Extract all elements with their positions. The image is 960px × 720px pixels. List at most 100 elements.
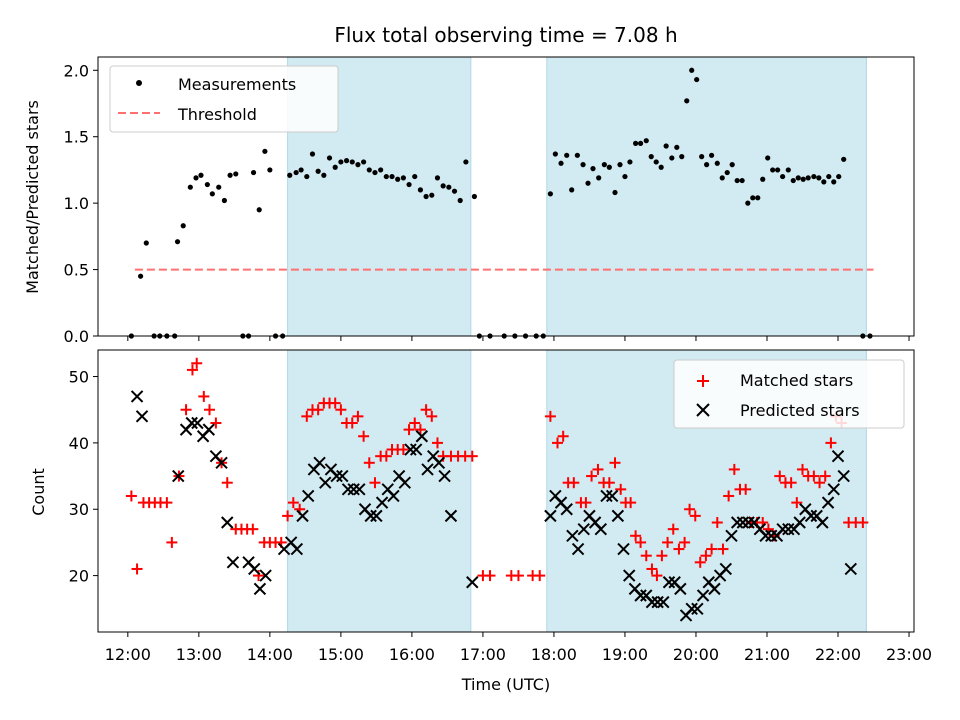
predicted-star-point: [444, 509, 458, 523]
y-tick-label: 2.0: [64, 61, 89, 80]
predicted-star-point: [605, 489, 619, 503]
x-tick-label: 23:00: [886, 645, 932, 664]
measurement-point: [719, 175, 725, 181]
measurement-point: [395, 176, 401, 182]
measurement-point: [745, 200, 751, 206]
measurement-point: [663, 143, 669, 149]
bottom-legend: Matched stars Predicted stars: [673, 359, 905, 429]
measurement-point: [304, 173, 310, 180]
measurement-point: [326, 155, 333, 161]
measurement-point: [724, 169, 730, 176]
matched-star-point: [615, 483, 627, 495]
top-y-axis-label: Matched/Predicted stars: [23, 100, 42, 294]
matched-star-point: [466, 450, 478, 462]
predicted-star-point: [409, 443, 423, 456]
matched-star-point: [592, 463, 604, 475]
matched-star-point: [609, 457, 621, 469]
predicted-star-point: [837, 469, 850, 483]
measurement-point: [471, 193, 477, 200]
predicted-star-point: [185, 416, 198, 430]
measurement-point: [775, 167, 781, 173]
x-tick-label: 18:00: [531, 645, 577, 664]
matched-star-point: [689, 510, 701, 522]
measurement-point: [361, 159, 367, 165]
measurement-point: [785, 167, 791, 173]
measurement-point: [612, 189, 618, 196]
measurement-point: [349, 159, 355, 165]
measurement-point: [332, 164, 338, 170]
chart-title: Flux total observing time = 7.08 h: [334, 23, 677, 47]
predicted-star-point: [191, 416, 204, 430]
measurement-point: [795, 175, 801, 181]
predicted-star-point: [466, 576, 479, 589]
measurement-point: [637, 140, 644, 146]
measurement-point: [287, 172, 293, 178]
measurement-point: [622, 173, 628, 180]
matched-star-point: [551, 437, 563, 449]
predicted-star-point: [623, 569, 636, 582]
matched-star-point: [819, 470, 831, 482]
predicted-star-point: [793, 516, 806, 529]
predicted-star-point: [674, 582, 687, 596]
predicted-star-point: [742, 516, 755, 529]
measurement-point: [739, 177, 745, 184]
matched-star-point: [635, 536, 647, 548]
measurement-point: [770, 167, 776, 173]
top-legend-box: [109, 65, 339, 133]
bottom-y-axis-label: Count: [29, 468, 48, 516]
predicted-star-point: [544, 509, 557, 523]
measurement-point: [790, 177, 796, 184]
predicted-star-point: [135, 410, 149, 423]
measurement-point: [250, 169, 257, 176]
measurement-point: [708, 152, 715, 158]
matched-star-point: [131, 563, 143, 575]
x-tick-label: 14:00: [247, 645, 293, 664]
matched-star-point: [198, 390, 210, 402]
predicted-star-point: [782, 522, 795, 536]
measurement-point: [643, 138, 649, 144]
measurement-point: [585, 180, 591, 186]
measurement-point: [267, 167, 273, 173]
predicted-star-point: [571, 542, 585, 556]
matched-star-point: [679, 536, 691, 548]
measurement-point: [262, 148, 268, 154]
matched-star-point: [630, 530, 642, 542]
predicted-star-point: [438, 469, 451, 483]
measurement-point: [699, 154, 705, 160]
predicted-star-point: [341, 483, 355, 496]
measurement-point: [383, 173, 389, 180]
measurement-point: [417, 187, 424, 193]
predicted-star-point: [759, 529, 772, 542]
predicted-star-point: [645, 595, 659, 609]
y-tick-label: 0.5: [64, 261, 89, 280]
matched-star-point: [640, 550, 652, 562]
measurement-point: [826, 173, 832, 180]
predicted-star-point: [708, 582, 721, 596]
top-panel: Flux total observing time = 7.08 h 0.00.…: [23, 23, 915, 346]
matched-star-point: [646, 563, 658, 575]
measurement-point: [674, 144, 680, 150]
matched-star-point: [312, 404, 324, 416]
matched-star-point: [586, 470, 598, 482]
x-tick-label: 19:00: [602, 645, 648, 664]
measurement-point: [574, 152, 580, 158]
predicted-star-point: [398, 476, 412, 489]
predicted-star-point: [215, 456, 228, 470]
measurement-point: [627, 159, 633, 165]
predicted-star-point: [259, 569, 272, 582]
y-tick-label: 20: [69, 567, 89, 586]
measurement-point: [227, 172, 233, 178]
matched-star-point: [568, 477, 580, 489]
matched-star-point: [603, 477, 615, 489]
measurement-point: [580, 162, 586, 168]
matched-star-point: [808, 470, 820, 482]
x-tick-label: 17:00: [460, 645, 506, 664]
top-plot-frame: [97, 56, 915, 337]
measurement-point: [457, 197, 463, 204]
matched-star-point: [363, 457, 375, 469]
legend-threshold-label: Threshold: [177, 105, 257, 124]
measurement-points: [128, 67, 873, 339]
measurement-point: [463, 159, 469, 165]
measurement-point: [633, 140, 639, 146]
